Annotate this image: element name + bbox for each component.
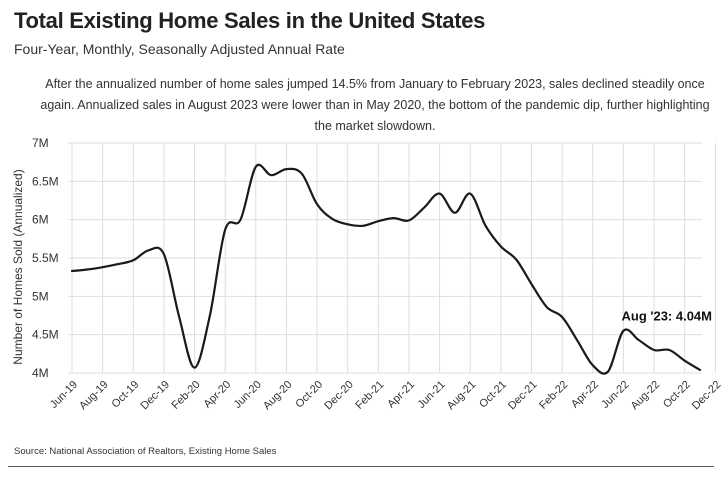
x-tick-label: Apr-20: [201, 379, 233, 411]
x-tick-label: Aug-22: [629, 379, 663, 413]
x-tick-label: Jun-20: [232, 379, 264, 411]
chart-subtitle: Four-Year, Monthly, Seasonally Adjusted …: [14, 41, 345, 57]
x-tick-label: Dec-19: [138, 379, 172, 413]
x-tick-label: Feb-21: [353, 379, 386, 412]
x-tick-label: Oct-22: [661, 379, 693, 411]
x-tick-label: Jun-19: [48, 379, 80, 411]
x-tick-label: Oct-20: [293, 379, 325, 411]
annotation-aug-23: Aug '23: 4.04M: [621, 309, 712, 324]
y-tick-label: 6.5M: [32, 174, 59, 188]
x-axis-ticks: Jun-19Aug-19Oct-19Dec-19Feb-20Apr-20Jun-…: [48, 379, 722, 413]
chart-title: Total Existing Home Sales in the United …: [14, 8, 486, 33]
x-tick-label: Jun-21: [415, 379, 447, 411]
x-tick-label: Feb-22: [537, 379, 570, 412]
x-tick-label: Oct-19: [110, 379, 142, 411]
x-tick-label: Aug-21: [445, 379, 479, 413]
x-tick-label: Feb-20: [170, 379, 203, 412]
x-tick-label: Apr-22: [569, 379, 601, 411]
y-tick-label: 5M: [32, 289, 49, 303]
x-tick-label: Aug-19: [77, 379, 111, 413]
y-axis-ticks: 4M 4.5M 5M 5.5M 6M 6.5M 7M: [32, 136, 59, 380]
source-note: Source: National Association of Realtors…: [14, 446, 277, 457]
x-tick-label: Dec-21: [506, 379, 540, 413]
x-tick-label: Aug-20: [261, 379, 295, 413]
x-tick-label: Apr-21: [385, 379, 417, 411]
x-tick-label: Dec-20: [322, 379, 356, 413]
y-tick-label: 5.5M: [32, 251, 59, 265]
y-tick-label: 6M: [32, 213, 49, 227]
y-tick-label: 7M: [32, 136, 49, 150]
x-tick-label: Jun-22: [599, 379, 631, 411]
y-tick-label: 4M: [32, 366, 49, 380]
gridlines: [68, 142, 716, 374]
footer-divider: [8, 466, 714, 467]
x-tick-label: Oct-21: [477, 379, 509, 411]
y-axis-title: Number of Homes Sold (Annualized): [11, 169, 25, 364]
x-tick-label: Dec-22: [690, 379, 722, 413]
series-line-existing-home-sales: [70, 163, 702, 375]
y-tick-label: 4.5M: [32, 328, 59, 342]
chart-note: After the annualized number of home sale…: [40, 77, 710, 133]
